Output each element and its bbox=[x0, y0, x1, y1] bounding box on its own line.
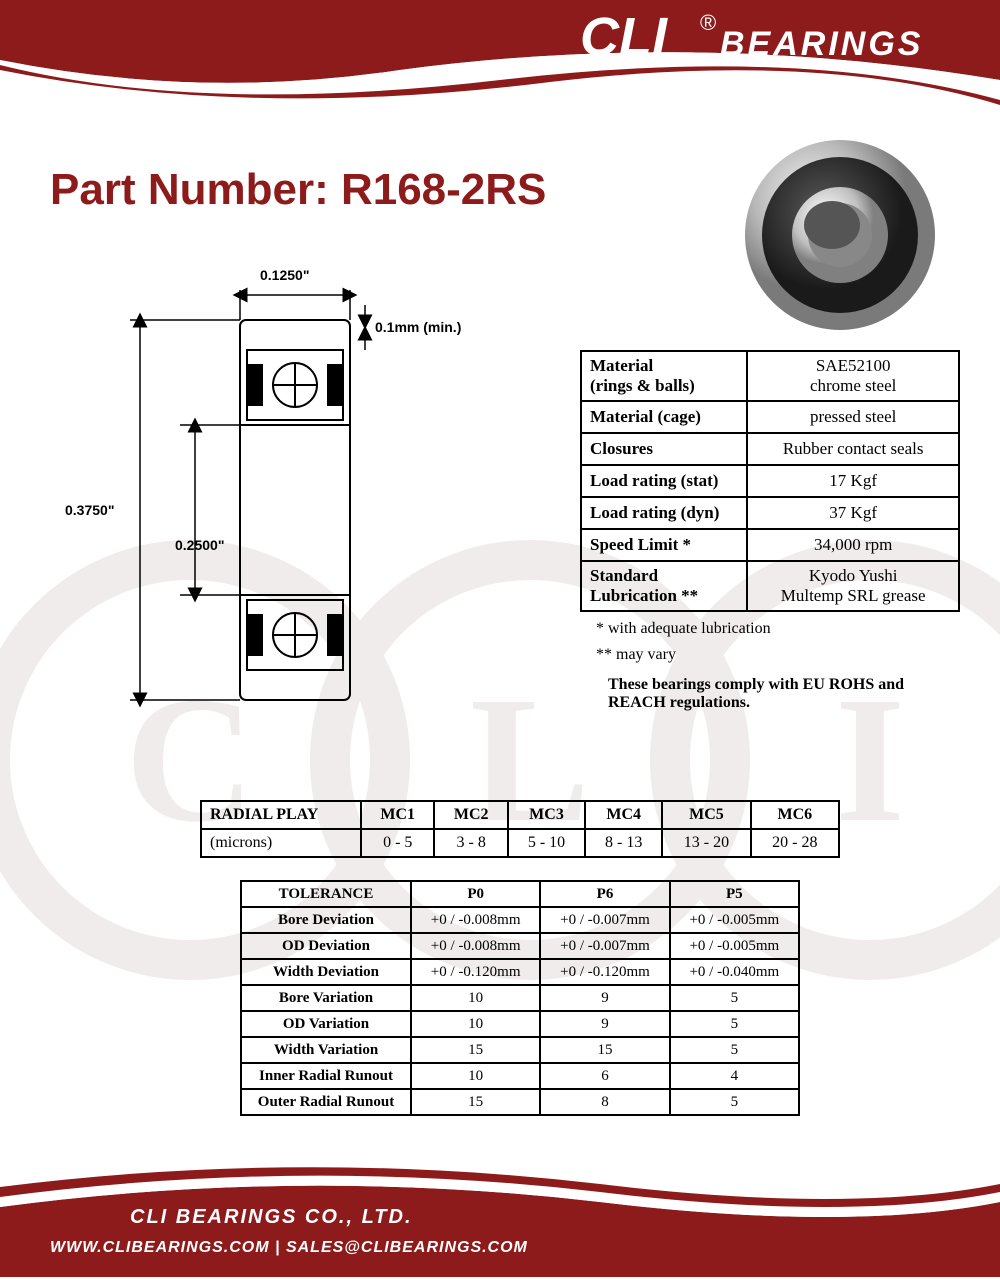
tolerance-value: +0 / -0.120mm bbox=[411, 959, 540, 985]
page-title: Part Number: R168-2RS bbox=[50, 165, 546, 215]
footer-company: CLI BEARINGS CO., LTD. bbox=[130, 1206, 413, 1229]
tolerance-value: 10 bbox=[411, 985, 540, 1011]
spec-note-2: ** may vary bbox=[596, 646, 960, 664]
tolerance-row-label: OD Deviation bbox=[241, 933, 411, 959]
spec-value: SAE52100chrome steel bbox=[747, 351, 959, 401]
tolerance-value: 5 bbox=[670, 985, 799, 1011]
tolerance-value: 8 bbox=[540, 1089, 669, 1115]
chamfer-label: 0.1mm (min.) bbox=[375, 319, 461, 335]
radial-value: 5 - 10 bbox=[508, 829, 585, 857]
spec-key: StandardLubrication ** bbox=[581, 561, 747, 611]
spec-key: Load rating (stat) bbox=[581, 465, 747, 497]
spec-key: Load rating (dyn) bbox=[581, 497, 747, 529]
tolerance-section: TOLERANCEP0P6P5 Bore Deviation+0 / -0.00… bbox=[240, 880, 800, 1116]
tolerance-value: +0 / -0.005mm bbox=[670, 907, 799, 933]
spec-key: Speed Limit * bbox=[581, 529, 747, 561]
header-band: CLI ® BEARINGS bbox=[0, 0, 1000, 110]
radial-col: MC4 bbox=[585, 801, 662, 829]
tolerance-value: 9 bbox=[540, 985, 669, 1011]
logo-sub: BEARINGS bbox=[720, 25, 923, 63]
tolerance-value: 5 bbox=[670, 1037, 799, 1063]
radial-value: 0 - 5 bbox=[361, 829, 434, 857]
radial-play-table: RADIAL PLAYMC1MC2MC3MC4MC5MC6 (microns)0… bbox=[200, 800, 840, 858]
spec-key: Material (cage) bbox=[581, 401, 747, 433]
tolerance-value: 4 bbox=[670, 1063, 799, 1089]
radial-units: (microns) bbox=[201, 829, 361, 857]
logo-reg: ® bbox=[700, 10, 716, 35]
tolerance-value: +0 / -0.040mm bbox=[670, 959, 799, 985]
tolerance-value: 10 bbox=[411, 1011, 540, 1037]
tolerance-value: +0 / -0.007mm bbox=[540, 907, 669, 933]
product-photo bbox=[740, 135, 940, 335]
od-label: 0.3750" bbox=[65, 502, 114, 518]
footer-contact: WWW.CLIBEARINGS.COM | SALES@CLIBEARINGS.… bbox=[50, 1239, 528, 1257]
tolerance-value: 10 bbox=[411, 1063, 540, 1089]
tolerance-value: +0 / -0.005mm bbox=[670, 933, 799, 959]
spec-value: 34,000 rpm bbox=[747, 529, 959, 561]
tolerance-row-label: Width Variation bbox=[241, 1037, 411, 1063]
footer-website: WWW.CLIBEARINGS.COM bbox=[50, 1239, 270, 1256]
tolerance-col: P6 bbox=[540, 881, 669, 907]
logo-main: CLI bbox=[580, 7, 668, 67]
radial-header-label: RADIAL PLAY bbox=[201, 801, 361, 829]
title-label: Part Number: bbox=[50, 165, 341, 214]
tolerance-row-label: Inner Radial Runout bbox=[241, 1063, 411, 1089]
tolerance-value: +0 / -0.008mm bbox=[411, 907, 540, 933]
spec-value: Rubber contact seals bbox=[747, 433, 959, 465]
tolerance-row-label: Bore Variation bbox=[241, 985, 411, 1011]
compliance-text: These bearings comply with EU ROHS and R… bbox=[608, 676, 960, 712]
footer-sep: | bbox=[270, 1239, 286, 1256]
radial-value: 3 - 8 bbox=[434, 829, 507, 857]
spec-value: pressed steel bbox=[747, 401, 959, 433]
part-number: R168-2RS bbox=[341, 165, 546, 214]
spec-value: 17 Kgf bbox=[747, 465, 959, 497]
spec-key: Material(rings & balls) bbox=[581, 351, 747, 401]
tolerance-value: 5 bbox=[670, 1089, 799, 1115]
tolerance-value: 5 bbox=[670, 1011, 799, 1037]
tolerance-table: TOLERANCEP0P6P5 Bore Deviation+0 / -0.00… bbox=[240, 880, 800, 1116]
tolerance-value: 15 bbox=[411, 1089, 540, 1115]
radial-value: 13 - 20 bbox=[662, 829, 750, 857]
tolerance-row-label: Outer Radial Runout bbox=[241, 1089, 411, 1115]
radial-col: MC5 bbox=[662, 801, 750, 829]
tolerance-value: +0 / -0.120mm bbox=[540, 959, 669, 985]
tolerance-value: 15 bbox=[540, 1037, 669, 1063]
spec-table: Material(rings & balls)SAE52100chrome st… bbox=[580, 350, 960, 612]
tolerance-value: 6 bbox=[540, 1063, 669, 1089]
spec-note-1: * with adequate lubrication bbox=[596, 620, 960, 638]
tolerance-col: P0 bbox=[411, 881, 540, 907]
radial-col: MC1 bbox=[361, 801, 434, 829]
tolerance-value: 9 bbox=[540, 1011, 669, 1037]
tolerance-col: P5 bbox=[670, 881, 799, 907]
radial-value: 20 - 28 bbox=[751, 829, 839, 857]
tolerance-row-label: Width Deviation bbox=[241, 959, 411, 985]
spec-area: Material(rings & balls)SAE52100chrome st… bbox=[580, 350, 960, 712]
tolerance-value: +0 / -0.008mm bbox=[411, 933, 540, 959]
spec-key: Closures bbox=[581, 433, 747, 465]
dimension-diagram: 0.1250" 0.1mm (min.) 0.3750" 0.2500" bbox=[60, 250, 490, 730]
tolerance-row-label: Bore Deviation bbox=[241, 907, 411, 933]
spec-value: 37 Kgf bbox=[747, 497, 959, 529]
tolerance-value: 15 bbox=[411, 1037, 540, 1063]
id-label: 0.2500" bbox=[175, 537, 224, 553]
footer-email: SALES@CLIBEARINGS.COM bbox=[286, 1239, 528, 1256]
radial-play-section: RADIAL PLAYMC1MC2MC3MC4MC5MC6 (microns)0… bbox=[200, 800, 840, 858]
radial-col: MC2 bbox=[434, 801, 507, 829]
width-label: 0.1250" bbox=[260, 267, 309, 283]
radial-col: MC3 bbox=[508, 801, 585, 829]
spec-value: Kyodo YushiMultemp SRL grease bbox=[747, 561, 959, 611]
radial-value: 8 - 13 bbox=[585, 829, 662, 857]
tolerance-row-label: OD Variation bbox=[241, 1011, 411, 1037]
tolerance-value: +0 / -0.007mm bbox=[540, 933, 669, 959]
tolerance-header-label: TOLERANCE bbox=[241, 881, 411, 907]
radial-col: MC6 bbox=[751, 801, 839, 829]
